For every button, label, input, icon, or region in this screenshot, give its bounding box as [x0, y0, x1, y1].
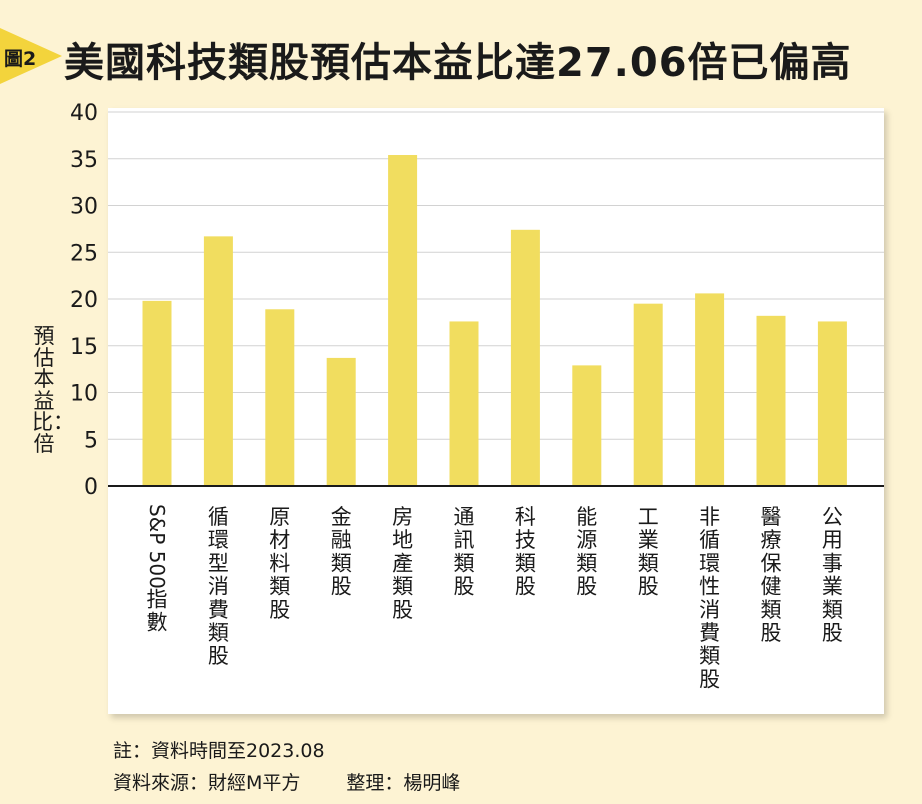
x-tick-label: 醫療保健類股: [761, 505, 782, 645]
x-tick-label: 公用事業類股: [822, 505, 843, 645]
x-tick-label: 非循環性消費類股: [699, 505, 720, 691]
y-tick-label: 25: [70, 241, 98, 266]
bar: [449, 321, 479, 486]
y-tick-label: 15: [70, 335, 98, 360]
x-tick-label: 循環型消費類股: [208, 505, 229, 668]
bar: [326, 357, 356, 486]
y-tick-label: 40: [70, 101, 98, 126]
y-tick-label: 10: [70, 382, 98, 407]
figure-label-tag: [0, 28, 62, 84]
x-tick-label: 指數: [147, 587, 168, 634]
y-axis-label: 預估本益比：倍: [32, 324, 74, 456]
x-tick-label: 房地產類股: [392, 505, 413, 622]
bar: [388, 155, 418, 486]
bar: [756, 315, 786, 486]
figure-label: 圖2: [4, 48, 37, 70]
bar: [817, 321, 847, 486]
bar: [633, 303, 663, 486]
data-date-note: 註：資料時間至2023.08: [113, 740, 325, 762]
x-tick-label: 能源類股: [576, 505, 597, 599]
x-tick-label: 工業類股: [638, 505, 659, 599]
x-tick-label: 科技類股: [515, 505, 536, 599]
x-tick-label: S&P 500: [145, 504, 169, 589]
y-tick-label: 30: [70, 195, 98, 220]
y-tick-label: 35: [70, 148, 98, 173]
chart-title: 美國科技類股預估本益比達27.06倍已偏高: [64, 40, 852, 86]
bar: [142, 300, 172, 486]
y-tick-label: 20: [70, 288, 98, 313]
x-tick-label: 原材料類股: [269, 505, 290, 622]
y-tick-label: 5: [84, 428, 98, 453]
y-tick-label: 0: [84, 475, 98, 500]
chart-panel: [108, 108, 884, 714]
bar: [203, 236, 233, 486]
bar: [572, 365, 602, 486]
bar: [510, 229, 540, 486]
source-text: 資料來源：財經M平方: [113, 772, 301, 794]
bar: [695, 293, 725, 486]
bar: [265, 309, 295, 486]
credit-text: 整理：楊明峰: [346, 772, 461, 794]
x-tick-label: 金融類股: [331, 505, 352, 599]
source-line: 資料來源：財經M平方 整理：楊明峰: [113, 768, 460, 795]
x-tick-label: 通訊類股: [454, 505, 475, 599]
